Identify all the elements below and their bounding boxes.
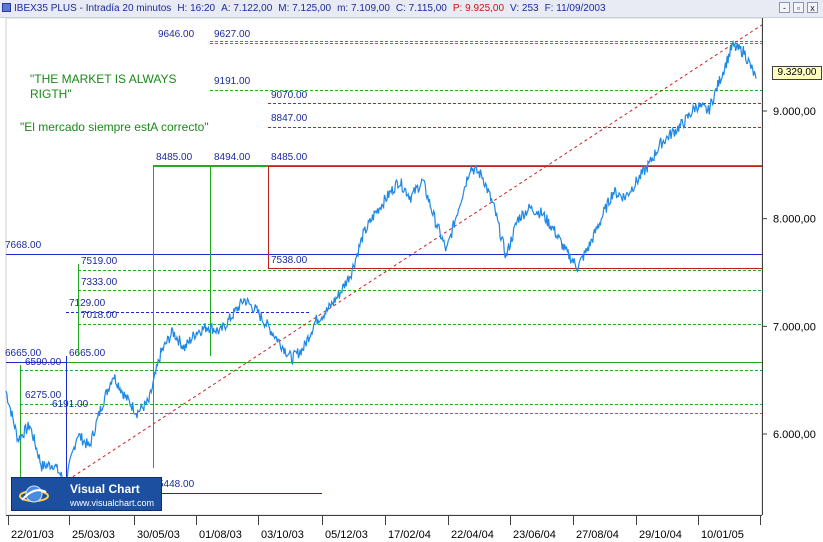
level-label-9646: 9646.00: [158, 29, 195, 40]
x-tick-label-4: 03/10/03: [261, 529, 304, 541]
level-label-8847: 8847.00: [271, 113, 308, 124]
level-label-8494: 8494.00: [214, 152, 251, 163]
title-part-4: m: 7.109,00: [337, 3, 390, 14]
x-tick-label-10: 29/10/04: [639, 529, 682, 541]
level-label-6665: 6665.00: [5, 348, 42, 359]
x-tick-label-2: 30/05/03: [137, 529, 180, 541]
level-label-9191: 9191.00: [214, 76, 251, 87]
annotation-quote-spanish: "El mercado siempre estA correcto": [20, 120, 209, 134]
level-label-6275: 6275.00: [25, 390, 62, 401]
visual-chart-logo[interactable]: Visual Chart www.visualchart.com: [11, 477, 162, 511]
title-readout: IBEX35 PLUS - Intradía 20 minutos H: 16:2…: [14, 3, 612, 14]
level-label-7668: 7668.00: [5, 240, 42, 251]
y-tick-label-0: 6.000,00: [773, 429, 816, 441]
title-part-2: A: 7.122,00: [221, 3, 273, 14]
level-label-7018: 7018.00: [81, 310, 118, 321]
chart-window-icon: [2, 3, 11, 12]
x-tick-label-7: 22/04/04: [451, 529, 494, 541]
level-label-6590: 6590.00: [25, 357, 62, 368]
maximize-button[interactable]: ▫: [793, 2, 804, 13]
title-part-6: P: 9.925,00: [452, 3, 505, 14]
y-tick-label-2: 8.000,00: [773, 214, 816, 226]
minimize-button[interactable]: -: [779, 2, 790, 13]
y-tick-label-3: 9.000,00: [773, 106, 816, 118]
level-label-5448: 5448.00: [158, 479, 195, 490]
level-label-7129: 7129.00: [69, 298, 106, 309]
x-tick-label-6: 17/02/04: [388, 529, 431, 541]
x-tick-label-0: 22/01/03: [11, 529, 54, 541]
x-tick-label-5: 05/12/03: [325, 529, 368, 541]
title-part-3: M: 7.125,00: [278, 3, 332, 14]
last-price-tag: 9.329,00: [772, 66, 822, 80]
annotation-quote-english: "THE MARKET IS ALWAYS RIGTH": [30, 72, 177, 101]
x-tick-label-11: 10/01/05: [701, 529, 744, 541]
swirl-logo-icon: [19, 485, 49, 503]
title-part-1: H: 16:20: [177, 3, 216, 14]
title-part-5: C: 7.115,00: [395, 3, 447, 14]
level-label-6191: 6191.00: [52, 399, 89, 410]
level-label-8485: 8485.00: [156, 152, 193, 163]
title-bar: IBEX35 PLUS - Intradía 20 minutos H: 16:2…: [0, 0, 823, 18]
title-part-7: V: 253: [510, 3, 539, 14]
level-label-9627: 9627.00: [214, 29, 251, 40]
level-label-9070: 9070.00: [271, 90, 308, 101]
x-tick-label-3: 01/08/03: [199, 529, 242, 541]
level-label-6665: 6665.00: [69, 348, 106, 359]
y-tick-label-1: 7.000,00: [773, 321, 816, 333]
logo-url: www.visualchart.com: [70, 498, 155, 508]
logo-title: Visual Chart: [70, 482, 140, 496]
level-label-8485: 8485.00: [271, 152, 308, 163]
level-label-7333: 7333.00: [81, 277, 118, 288]
trend-line[interactable]: [47, 24, 763, 494]
close-button[interactable]: x: [807, 2, 818, 13]
x-tick-label-8: 23/06/04: [513, 529, 556, 541]
x-tick-label-9: 27/08/04: [576, 529, 619, 541]
price-series-line[interactable]: [5, 39, 757, 487]
title-part-0: IBEX35 PLUS - Intradía 20 minutos: [14, 3, 172, 14]
level-label-7538: 7538.00: [271, 255, 308, 266]
x-tick-label-1: 25/03/03: [72, 529, 115, 541]
level-label-7519: 7519.00: [81, 256, 118, 267]
title-part-8: F: 11/09/2003: [544, 3, 606, 14]
